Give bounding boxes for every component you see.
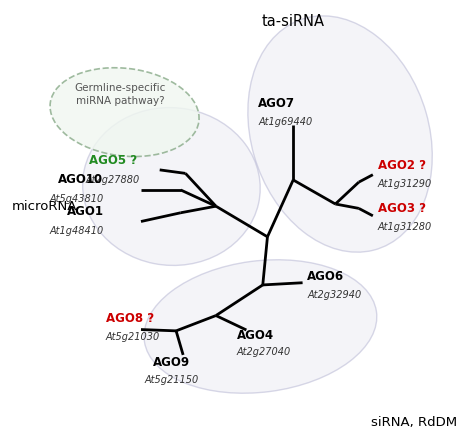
Text: At1g31290: At1g31290 (377, 179, 432, 189)
Text: At2g27880: At2g27880 (86, 175, 140, 185)
Text: AGO7: AGO7 (258, 97, 295, 110)
Text: At5g43810: At5g43810 (49, 194, 103, 204)
Text: At1g48410: At1g48410 (49, 225, 103, 236)
Ellipse shape (144, 260, 377, 393)
Text: At1g69440: At1g69440 (258, 117, 312, 127)
Ellipse shape (50, 68, 199, 156)
Text: ta-siRNA: ta-siRNA (262, 14, 325, 29)
Text: At5g21030: At5g21030 (106, 332, 160, 342)
Text: AGO8 ?: AGO8 ? (106, 312, 154, 325)
Text: AGO4: AGO4 (237, 329, 274, 342)
Text: At2g27040: At2g27040 (237, 347, 291, 357)
Text: siRNA, RdDM: siRNA, RdDM (371, 416, 457, 429)
Ellipse shape (82, 108, 260, 265)
Text: AGO10: AGO10 (58, 174, 103, 187)
Ellipse shape (248, 16, 432, 252)
Text: At1g31280: At1g31280 (377, 222, 432, 232)
Text: Germline-specific
miRNA pathway?: Germline-specific miRNA pathway? (74, 83, 165, 106)
Text: AGO5 ?: AGO5 ? (89, 154, 137, 167)
Text: AGO9: AGO9 (153, 356, 190, 369)
Text: microRNA: microRNA (12, 200, 78, 213)
Text: AGO6: AGO6 (307, 270, 345, 283)
Text: AGO2 ?: AGO2 ? (377, 159, 426, 172)
Text: At2g32940: At2g32940 (307, 290, 362, 300)
Text: AGO3 ?: AGO3 ? (377, 202, 426, 215)
Text: At5g21150: At5g21150 (144, 375, 199, 385)
Text: AGO1: AGO1 (66, 206, 103, 218)
